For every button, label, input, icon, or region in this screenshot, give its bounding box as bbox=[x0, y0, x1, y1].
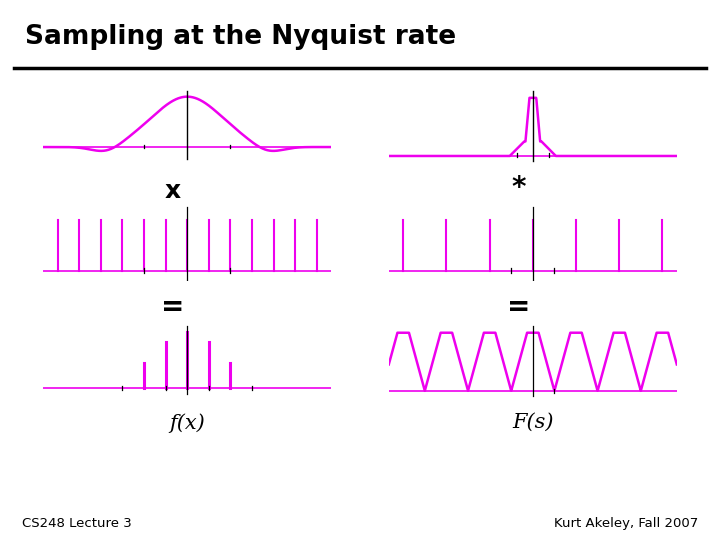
Text: =: = bbox=[161, 293, 184, 321]
Text: x: x bbox=[165, 179, 181, 202]
Text: CS248 Lecture 3: CS248 Lecture 3 bbox=[22, 517, 131, 530]
Text: Kurt Akeley, Fall 2007: Kurt Akeley, Fall 2007 bbox=[554, 517, 698, 530]
Text: =: = bbox=[507, 293, 530, 321]
Text: F(s): F(s) bbox=[512, 413, 554, 432]
Text: f(x): f(x) bbox=[169, 413, 205, 433]
Text: *: * bbox=[511, 174, 526, 202]
Text: Sampling at the Nyquist rate: Sampling at the Nyquist rate bbox=[25, 24, 456, 50]
